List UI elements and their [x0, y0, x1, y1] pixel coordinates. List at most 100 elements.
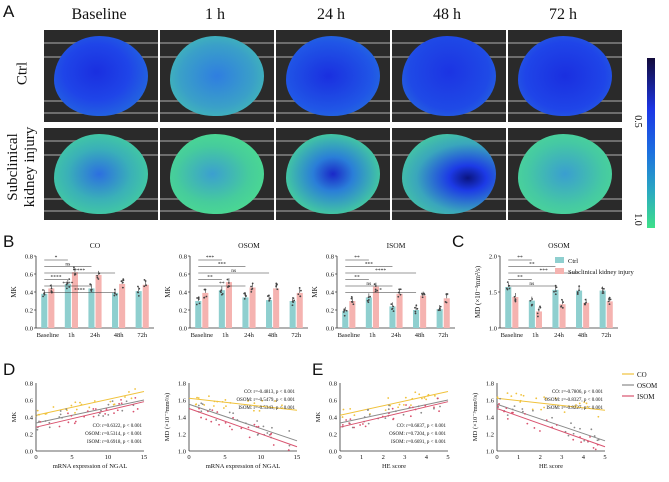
mri-tile-r1-c4: [508, 128, 622, 220]
ytick-label-5-1: 1.2: [178, 432, 186, 439]
scatter-point-4-0-2: [75, 408, 78, 411]
scatter-point-7-2-18: [594, 448, 597, 451]
dot-0-0-2-3: [90, 290, 93, 292]
stat-text-7-1: OSOM: r=-0.8327, p < 0.001: [544, 398, 603, 403]
dot-3-0-3-4: [576, 293, 579, 296]
stat-text-5-0: CO: r=-0.4813, p < 0.001: [244, 390, 296, 395]
legend-label-injury: Subclinical kidney injury: [568, 269, 634, 276]
ytick-label-6-4: 0.8: [329, 381, 337, 388]
scatter-point-4-0-9: [113, 403, 116, 406]
xtick-label-6-1: 1: [360, 454, 363, 461]
scatter-point-7-0-20: [515, 392, 518, 395]
scatter-point-5-2-18: [216, 411, 219, 413]
scatter-point-4-2-5: [116, 409, 119, 412]
scatter-point-7-2-5: [533, 427, 536, 429]
scatter-point-5-1-18: [200, 410, 203, 413]
ytick-label-5-4: 1.8: [178, 381, 186, 388]
scatter-point-7-0-3: [535, 397, 538, 400]
ytick-label-7-1: 1.2: [486, 432, 494, 439]
ytick-label-5-2: 1.4: [178, 415, 187, 422]
scatter-point-7-0-9: [522, 394, 525, 397]
legend-de-label-2: ISOM: [637, 393, 655, 401]
scatter-point-7-2-7: [555, 424, 558, 426]
bar-0-0-1: [64, 283, 71, 328]
dot-3-1-1-3: [537, 315, 539, 318]
scatter-point-5-2-8: [287, 449, 290, 451]
scatter-point-5-2-0: [218, 423, 220, 426]
legend-swatch-ctrl: [555, 257, 564, 263]
dot-2-0-2-3: [391, 308, 393, 311]
xtick-label-5-2: 10: [258, 454, 265, 461]
dot-0-1-1-3: [74, 273, 76, 275]
dot-2-1-1-4: [374, 290, 377, 293]
ytick-label-1-3: 0.6: [179, 272, 188, 279]
scatter-point-6-2-1: [345, 419, 348, 421]
dot-1-1-4-0: [300, 289, 302, 292]
scatter-point-4-0-18: [70, 404, 73, 407]
scatter-point-6-0-4: [353, 414, 356, 417]
dot-2-1-1-3: [374, 288, 377, 291]
scatter-point-6-1-18: [387, 408, 390, 411]
bar-3-0-2: [552, 289, 559, 328]
dot-2-0-4-2: [439, 305, 442, 308]
scatter-point-4-1-5: [121, 409, 124, 412]
scatter-point-4-0-15: [74, 401, 77, 404]
scatter-point-7-2-0: [505, 407, 508, 410]
scatter-point-7-0-7: [510, 395, 513, 398]
scatter-point-5-2-9: [272, 444, 275, 446]
scatter-point-5-2-5: [224, 421, 227, 424]
scatter-point-7-1-9: [521, 410, 524, 413]
sig-label-0-2: ****: [74, 268, 85, 274]
dot-1-1-2-0: [250, 290, 253, 293]
xtick-label-4-3: 15: [141, 454, 148, 461]
scatter-point-6-0-6: [418, 393, 421, 396]
dot-3-1-2-0: [561, 298, 563, 301]
scatter-point-7-1-11: [593, 435, 596, 437]
dot-1-1-2-2: [250, 285, 252, 288]
scatter-point-5-2-17: [198, 407, 200, 410]
scatter-point-4-1-8: [102, 415, 105, 417]
dot-1-1-1-3: [227, 282, 230, 284]
bar-2-1-3: [420, 295, 427, 328]
scatter-point-5-0-4: [222, 407, 225, 409]
dot-3-1-4-0: [608, 296, 611, 299]
scatter-point-5-2-16: [269, 433, 272, 436]
scatter-point-7-2-16: [524, 412, 526, 415]
scatter-point-7-2-14: [526, 422, 529, 425]
scatter-point-6-0-19: [387, 397, 390, 399]
scatter-point-7-0-0: [540, 408, 543, 411]
scatter-point-4-2-10: [120, 398, 122, 401]
stat-text-4-1: OSOM: r=0.5314, p < 0.001: [85, 432, 142, 437]
dot-1-1-2-3: [251, 287, 254, 290]
dot-3-0-4-3: [602, 292, 605, 294]
bar-1-1-4: [296, 292, 303, 328]
dot-0-0-3-2: [113, 288, 116, 291]
dot-1-0-4-0: [291, 304, 294, 307]
bar-3-0-4: [599, 290, 606, 328]
bar-1-1-3: [273, 288, 280, 328]
xtick-label-4-0: 0: [34, 454, 37, 461]
dot-3-0-2-3: [554, 293, 557, 296]
dot-1-1-0-4: [205, 295, 208, 298]
dot-3-0-0-0: [508, 287, 511, 290]
scatter-point-6-0-1: [398, 403, 401, 406]
scatter-point-6-2-0: [411, 406, 414, 409]
sig-label-1-4: **: [219, 281, 225, 287]
bar-0-1-0: [48, 288, 55, 328]
fit-line-5-1: [188, 403, 298, 442]
dot-1-0-3-4: [268, 294, 270, 297]
scatter-point-4-2-1: [94, 408, 97, 410]
dot-3-0-1-0: [531, 298, 534, 300]
dot-0-1-4-0: [143, 285, 146, 288]
dot-3-1-1-0: [536, 312, 539, 315]
bar-1-0-4: [289, 301, 296, 328]
dot-2-0-3-3: [414, 312, 417, 315]
bar-0-0-4: [135, 291, 142, 328]
dot-2-0-2-1: [392, 310, 395, 313]
dot-1-1-0-3: [204, 288, 207, 291]
scatter-point-6-2-7: [359, 424, 362, 426]
scatter-point-4-1-21: [48, 421, 51, 424]
xtick-label-3-0: Baseline: [501, 332, 523, 339]
scatter-point-6-1-2: [420, 411, 423, 414]
dot-3-0-3-1: [578, 289, 580, 292]
